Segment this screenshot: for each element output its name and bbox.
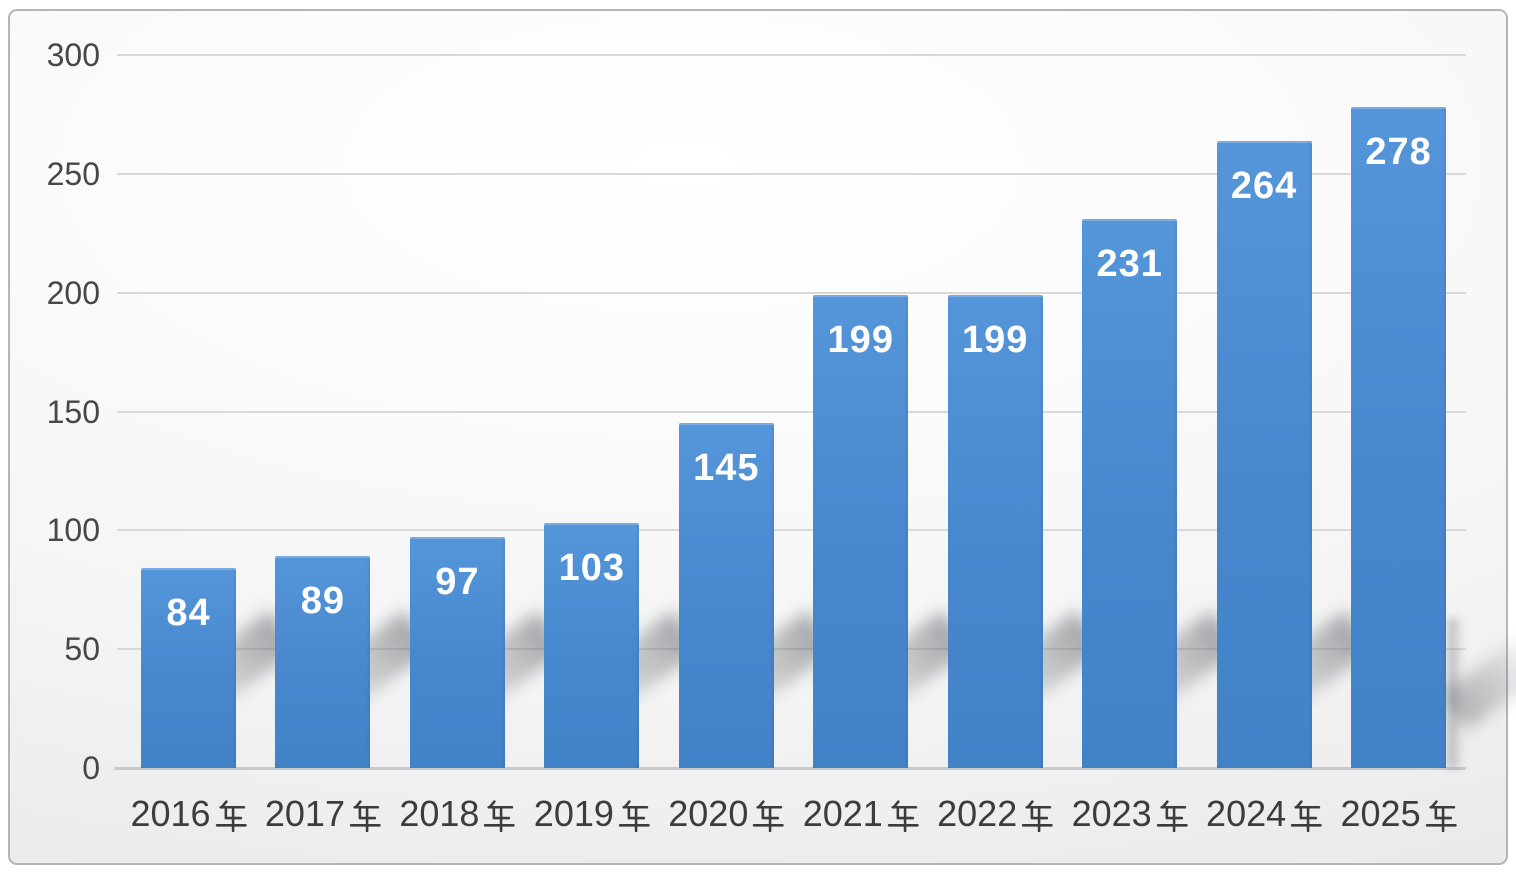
gridline (117, 648, 1466, 651)
year-text: 2019 (533, 793, 614, 834)
y-tick-label: 300 (46, 37, 100, 73)
bar: 264 (1216, 140, 1312, 768)
bar-value-label: 278 (1365, 131, 1432, 174)
x-axis-category-label: 2019 (512, 792, 672, 836)
gridline (117, 529, 1466, 532)
nian-year-character-glyph (1022, 799, 1053, 832)
gridline (117, 172, 1466, 175)
bar-value-label: 199 (961, 319, 1029, 362)
floor-shadow-layer (120, 55, 1516, 768)
bar: 103 (544, 523, 640, 768)
bar-value-label: 97 (435, 561, 480, 604)
gridline (117, 410, 1466, 413)
bar: 145 (678, 423, 774, 768)
year-text: 2017 (264, 793, 345, 834)
y-axis: 300 250 200 150 100 50 0 (10, 11, 1506, 863)
bars-layer: 84 89 97 103 145 199 199 231 264 278 (120, 55, 1466, 768)
gridline (117, 54, 1466, 56)
bar-value-label: 89 (300, 580, 346, 623)
bar-value-label: 264 (1230, 164, 1298, 207)
x-axis-category-label: 2021 (781, 792, 941, 836)
x-axis-category-label: 2016 (109, 792, 269, 836)
x-axis-line (114, 767, 1466, 770)
bar-value-label: 199 (827, 319, 894, 362)
nian-year-character-glyph (1156, 799, 1188, 832)
year-text: 2023 (1071, 793, 1152, 834)
gridline (117, 291, 1466, 294)
year-text: 2016 (130, 793, 211, 834)
bar: 89 (275, 556, 371, 768)
nian-year-character-glyph (484, 799, 516, 832)
nian-year-character-glyph (349, 799, 381, 832)
bar: 199 (813, 295, 909, 768)
year-text: 2022 (937, 793, 1018, 834)
y-tick-label: 200 (46, 274, 100, 311)
bar-value-label: 145 (693, 447, 760, 490)
bar-value-label: 103 (558, 547, 626, 590)
year-text: 2024 (1206, 793, 1287, 834)
bar: 199 (947, 295, 1043, 768)
nian-year-character-glyph (1425, 799, 1457, 832)
gridlines-layer (117, 54, 1466, 768)
x-axis-category-label: 2024 (1184, 792, 1344, 836)
nian-year-character-glyph (215, 799, 247, 832)
x-axis-category-label: 2018 (377, 792, 537, 836)
year-text: 2020 (668, 793, 749, 834)
x-axis: 2016 2017 2018 2019 2020 2021 2022 2023 2024 2025 (10, 11, 1506, 863)
x-axis-category-label: 2020 (646, 792, 806, 836)
x-axis-category-label: 2022 (915, 792, 1075, 836)
year-text: 2025 (1340, 793, 1421, 834)
bar: 84 (141, 568, 236, 768)
bar: 278 (1351, 107, 1447, 768)
bar-chart: 84 89 97 103 145 199 199 231 264 278 300 250 200 150… (8, 9, 1516, 865)
nian-year-character-glyph (1290, 799, 1322, 832)
y-tick-label: 100 (46, 512, 100, 549)
last-bar-side-shadow (1448, 618, 1465, 768)
x-axis-category-label: 2023 (1050, 792, 1210, 836)
y-tick-label: 50 (64, 631, 100, 668)
bar: 231 (1082, 219, 1178, 768)
year-text: 2018 (399, 793, 480, 834)
y-tick-label: 250 (46, 155, 100, 192)
bar-value-label: 231 (1096, 243, 1163, 285)
x-axis-category-label: 2017 (243, 792, 403, 836)
plot-area: 84 89 97 103 145 199 199 231 264 278 (114, 54, 1516, 770)
nian-year-character-glyph (887, 799, 919, 832)
nian-year-character-glyph (618, 799, 650, 832)
year-text: 2021 (802, 793, 883, 834)
x-axis-category-label: 2025 (1319, 792, 1479, 836)
y-tick-label: 0 (82, 750, 100, 786)
bar-value-label: 84 (166, 592, 211, 635)
nian-year-character-glyph (753, 799, 785, 832)
y-tick-label: 150 (46, 393, 100, 430)
bar: 97 (409, 537, 505, 768)
